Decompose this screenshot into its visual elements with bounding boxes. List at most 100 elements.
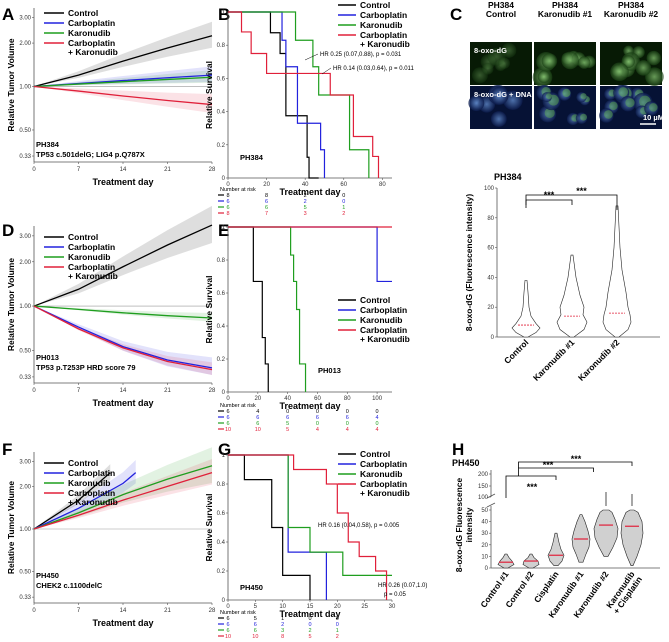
risk-title: Number at risk xyxy=(220,403,256,409)
y-axis-label: Relative Tumor Volume xyxy=(6,481,16,574)
x-tick-label: 100 xyxy=(372,396,383,402)
survival-curve xyxy=(228,226,392,283)
signal-overlay xyxy=(562,88,571,98)
y-tick-label: 100 xyxy=(478,495,489,501)
legend-label: Carboplatin xyxy=(68,18,115,28)
hr-label-2: HR 0.14 (0.03,0.64), p = 0.011 xyxy=(333,66,414,72)
y-axis-label: Relative Tumor Volume xyxy=(6,258,16,351)
column-label: PH384 xyxy=(618,0,644,10)
risk-value: 5 xyxy=(286,427,289,433)
risk-value: 0 xyxy=(346,409,349,415)
legend-label-line2: + Karonudib xyxy=(360,39,410,49)
x-tick-label: 40 xyxy=(302,182,309,188)
series-line xyxy=(33,305,213,319)
y-tick-label: 0.4 xyxy=(217,540,226,546)
model-label: PH013 xyxy=(318,366,341,375)
series-line xyxy=(33,472,213,530)
legend-label: Karonudib xyxy=(68,478,111,488)
risk-value: 4 xyxy=(376,427,379,433)
y-tick-label: 0.2 xyxy=(217,143,226,149)
hr-label-3: p = 0.05 xyxy=(384,592,407,598)
x-tick-label: 80 xyxy=(344,396,351,402)
y-tick-label: 0.6 xyxy=(217,76,226,82)
nucleus xyxy=(599,108,614,123)
hr-label-2: HR 0.26 (0.07,1.0) xyxy=(378,583,427,589)
x-tick-label: 20 xyxy=(254,396,261,402)
cell xyxy=(501,42,517,58)
y-tick-label: 200 xyxy=(478,472,489,478)
risk-value: 6 xyxy=(226,415,229,421)
nucleus xyxy=(490,86,509,105)
series-line xyxy=(33,85,213,106)
y-tick-label: 50 xyxy=(481,508,488,514)
y-tick-label: 2.00 xyxy=(19,260,31,266)
risk-value: 2 xyxy=(342,211,345,217)
legend-label: Carboplatin xyxy=(360,10,407,20)
risk-value: 1 xyxy=(336,628,339,634)
panel-label-a: A xyxy=(2,5,14,24)
sig-label-3: *** xyxy=(571,454,582,464)
category-label: Karonudib #2 xyxy=(576,337,622,383)
y-tick-label: 0 xyxy=(222,176,226,182)
chart-c2: PH384 0 20 40 60 80 100 8-oxo-dG (Fluorescence … xyxy=(464,172,660,383)
y-tick-label: 40 xyxy=(481,520,488,526)
confidence-band xyxy=(34,66,212,87)
y-tick-label: 3.00 xyxy=(19,16,31,22)
hr-pointer-2 xyxy=(321,67,332,75)
legend-label: Carboplatin xyxy=(68,242,115,252)
column-label: PH384 xyxy=(552,0,578,10)
risk-value: 2 xyxy=(336,634,339,640)
y-tick-label: 0.50 xyxy=(19,128,31,134)
risk-value: 10 xyxy=(252,634,258,640)
risk-value: 8 xyxy=(265,193,268,199)
y-tick-label: 1 xyxy=(222,225,226,231)
signal-overlay xyxy=(580,93,587,100)
legend-label: Karonudib xyxy=(360,469,403,479)
risk-value: 6 xyxy=(346,415,349,421)
risk-value: 10 xyxy=(255,427,261,433)
risk-value: 0 xyxy=(316,421,319,427)
chart-title: PH384 xyxy=(494,172,522,182)
x-tick-label: 15 xyxy=(307,604,314,610)
violin xyxy=(547,532,565,566)
hr-label-1: HR 0.25 (0.07,0.88), p = 0.031 xyxy=(320,52,402,58)
category-label: Karonudib #1 xyxy=(531,337,577,383)
y-tick-label: 1.00 xyxy=(19,304,31,310)
x-tick-label: 0 xyxy=(32,388,36,394)
series-line xyxy=(33,35,213,88)
panel-label-g: G xyxy=(218,440,231,459)
risk-value: 0 xyxy=(336,622,339,628)
y-tick-label: 0.50 xyxy=(19,570,31,576)
x-axis-label: Treatment day xyxy=(92,398,153,408)
risk-value: 2 xyxy=(308,628,311,634)
y-tick-label: 0.8 xyxy=(217,43,226,49)
risk-value: 2 xyxy=(304,193,307,199)
y-tick-label: 0 xyxy=(222,390,226,396)
risk-value: 8 xyxy=(226,211,229,217)
legend-label-line2: + Karonudib xyxy=(68,271,118,281)
x-tick-label: 21 xyxy=(164,167,171,173)
nucleus xyxy=(566,112,580,126)
column-label-line2: Control xyxy=(486,9,516,19)
risk-value: 7 xyxy=(265,211,268,217)
cell xyxy=(610,62,629,82)
x-axis-label: Treatment day xyxy=(92,177,153,187)
risk-value: 5 xyxy=(254,616,257,622)
y-tick-label: 150 xyxy=(478,484,489,490)
risk-value: 1 xyxy=(342,205,345,211)
risk-value: 0 xyxy=(376,421,379,427)
y-tick-label: 0.33 xyxy=(19,595,31,601)
cell xyxy=(537,70,551,83)
series-line xyxy=(33,472,137,530)
risk-value: 6 xyxy=(316,415,319,421)
risk-value: 6 xyxy=(254,622,257,628)
y-tick-label: 1.00 xyxy=(19,527,31,533)
legend-label: Karonudib xyxy=(68,28,111,38)
survival-curve xyxy=(228,11,370,178)
x-tick-label: 0 xyxy=(226,182,230,188)
panel-label-d: D xyxy=(2,221,14,240)
risk-value: 6 xyxy=(254,628,257,634)
panel-label-c: C xyxy=(450,5,462,24)
